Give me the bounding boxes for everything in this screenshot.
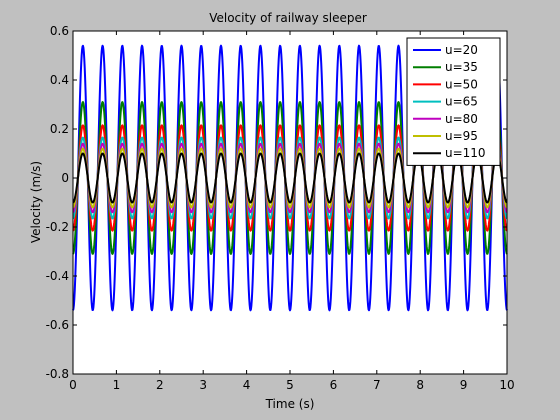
legend-label: u=50 [445,77,478,91]
x-tick-label: 4 [243,378,251,392]
y-tick-label: -0.8 [46,367,69,381]
legend-label: u=20 [445,43,478,57]
y-tick-label: -0.4 [46,269,69,283]
x-axis: 0 1 2 3 4 5 6 7 8 9 10 [69,31,515,392]
legend-label: u=110 [445,146,486,160]
y-axis-label: Velocity (m/s) [29,161,43,243]
y-tick-label: -0.6 [46,318,69,332]
y-tick-label: -0.2 [46,220,69,234]
x-tick-label: 10 [499,378,514,392]
legend-label: u=65 [445,95,478,109]
y-axis: 0.6 0.4 0.2 0 -0.2 -0.4 -0.6 -0.8 [46,24,507,381]
x-tick-label: 0 [69,378,77,392]
y-tick-label: 0 [61,171,69,185]
x-axis-label: Time (s) [265,397,315,411]
x-tick-label: 2 [156,378,164,392]
legend-label: u=80 [445,112,478,126]
x-tick-label: 8 [416,378,424,392]
y-tick-label: 0.4 [50,73,69,87]
x-tick-label: 3 [199,378,207,392]
x-tick-label: 7 [373,378,381,392]
legend-label: u=95 [445,129,478,143]
y-tick-label: 0.2 [50,122,69,136]
y-tick-label: 0.6 [50,24,69,38]
chart-title: Velocity of railway sleeper [209,11,367,25]
x-tick-label: 1 [113,378,121,392]
x-tick-label: 6 [330,378,338,392]
x-tick-label: 5 [286,378,294,392]
legend-label: u=35 [445,60,478,74]
x-tick-label: 9 [460,378,468,392]
legend: u=20 u=35 u=50 u=65 u=80 u=95 u=110 [406,37,501,166]
